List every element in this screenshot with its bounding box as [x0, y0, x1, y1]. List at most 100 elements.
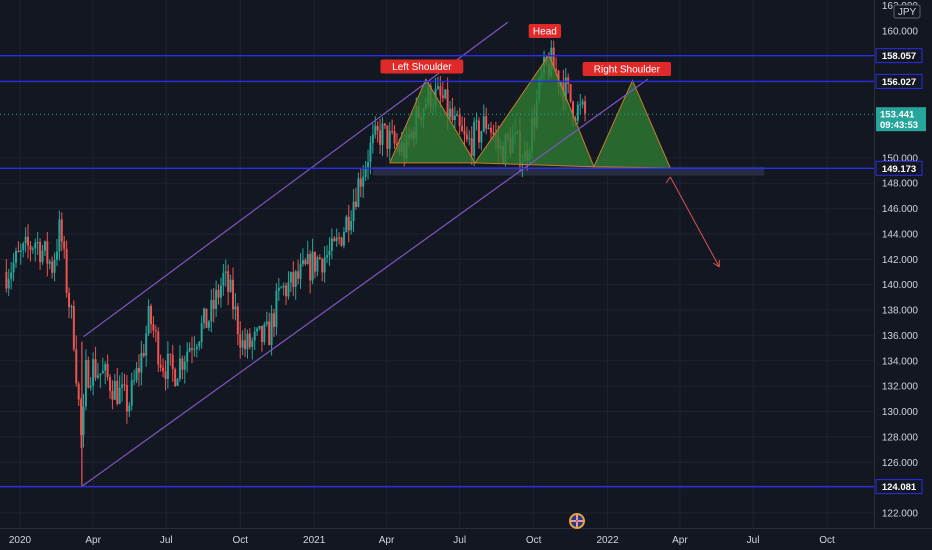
candle-body: [294, 271, 297, 287]
candle-body: [555, 68, 558, 71]
candle-body: [217, 289, 220, 298]
pattern-label-text: Left Shoulder: [392, 62, 452, 73]
current-price-badge: [876, 107, 926, 132]
candle-body: [82, 406, 85, 436]
candle-body: [369, 143, 372, 163]
candle-body: [186, 351, 189, 362]
arrow-shaft[interactable]: [669, 176, 720, 268]
candle-body: [68, 292, 71, 308]
left-shoulder-triangle[interactable]: [388, 78, 476, 164]
x-tick-label: Apr: [672, 535, 688, 546]
neckline-zone-rect: [372, 166, 765, 176]
candle-body: [7, 278, 10, 289]
y-tick-label: 144.000: [882, 229, 919, 240]
candle-body: [164, 371, 167, 380]
candle-body: [101, 370, 104, 374]
price-channel[interactable]: [81, 21, 649, 487]
projection-arrow[interactable]: [665, 176, 720, 268]
candle-body: [140, 353, 143, 373]
level-badge: [875, 73, 923, 89]
candle-body: [246, 333, 249, 350]
candle-body: [258, 325, 261, 329]
candle-body: [244, 340, 247, 350]
candle-body: [99, 373, 102, 376]
candle-body: [338, 237, 341, 239]
candle-body: [444, 89, 447, 99]
x-tick-label: Apr: [379, 535, 395, 546]
candle-body: [350, 221, 353, 231]
candle-body: [24, 236, 27, 244]
candle-body: [260, 325, 263, 342]
candle-body: [84, 360, 87, 407]
candle-body: [36, 242, 39, 244]
candle-body: [232, 279, 235, 310]
candle-body: [441, 95, 444, 99]
candle-body: [72, 306, 75, 350]
candle-body: [34, 242, 37, 249]
x-tick-label: Oct: [526, 535, 542, 546]
candle-body: [581, 101, 584, 105]
candle-body: [393, 131, 396, 144]
candle-body: [584, 101, 587, 114]
candle-body: [436, 86, 439, 89]
y-tick-label: 122.000: [882, 509, 919, 520]
candle-body: [477, 120, 480, 143]
candle-body: [449, 108, 452, 118]
channel-lower-line[interactable]: [81, 78, 649, 487]
candle-body: [41, 250, 44, 263]
level-badge: [875, 48, 923, 64]
candle-body: [200, 323, 203, 343]
candle-body: [299, 264, 302, 279]
candle-body: [381, 123, 384, 145]
time-axis[interactable]: 2020 Apr Jul Oct 2021 Apr Jul Oct 2022 Apr Jul Oct: [9, 535, 835, 546]
candle-body: [552, 47, 555, 69]
candle-body: [576, 104, 579, 121]
x-tick-label: Oct: [232, 535, 248, 546]
horizontal-levels[interactable]: [0, 54, 874, 488]
level-badge-text: 158.057: [882, 51, 916, 62]
candle-body: [490, 127, 493, 133]
candle-body: [371, 134, 374, 144]
flag-icon[interactable]: [569, 513, 585, 529]
candle-body: [229, 279, 232, 292]
candle-body: [210, 300, 213, 322]
candle-body: [31, 248, 34, 250]
candle-body: [118, 387, 121, 404]
candle-body: [166, 353, 169, 380]
candle-body: [386, 125, 389, 149]
candle-body: [207, 321, 210, 328]
candle-body: [70, 306, 73, 308]
right-shoulder-triangle[interactable]: [593, 79, 672, 169]
currency-box[interactable]: [893, 4, 921, 19]
candle-body: [470, 138, 473, 156]
candle-body: [579, 104, 582, 106]
pattern-label-box: [380, 59, 464, 74]
candle-body: [289, 272, 292, 283]
candle-body: [326, 255, 329, 258]
candle-body: [198, 342, 201, 347]
price-badges: 158.057 156.027 149.173 124.081 153.44109:43…: [0, 48, 926, 495]
candle-body: [133, 380, 136, 382]
candle-body: [352, 201, 355, 222]
candle-body: [345, 216, 348, 233]
countdown-text: 09:43:53: [880, 120, 918, 131]
currency-text: JPY: [898, 7, 917, 18]
candle-body: [357, 178, 360, 207]
candle-body: [330, 238, 333, 251]
candle-body: [224, 271, 227, 273]
candle-body: [395, 143, 398, 146]
candle-body: [125, 385, 128, 412]
candle-body: [297, 271, 300, 279]
candle-body: [53, 259, 56, 273]
grid: [0, 0, 932, 529]
candle-body: [58, 219, 61, 252]
currency-label[interactable]: JPY: [893, 4, 921, 19]
candle-body: [162, 367, 165, 372]
candle-body: [480, 131, 483, 143]
candle-body: [453, 115, 456, 120]
candle-body: [251, 340, 254, 347]
candle-body: [461, 125, 464, 132]
channel-upper-line[interactable]: [83, 21, 509, 338]
candle-body: [383, 123, 386, 126]
